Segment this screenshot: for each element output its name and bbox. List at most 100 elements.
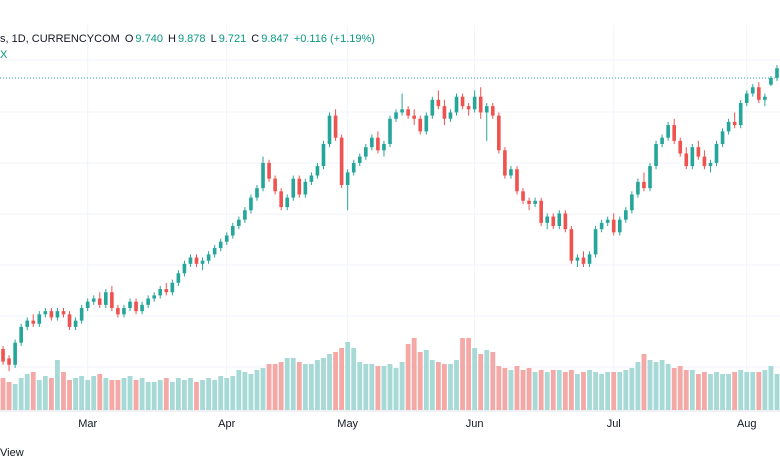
volume-bar (544, 372, 550, 410)
candle-body (539, 200, 543, 223)
candle (436, 90, 441, 110)
candle (575, 254, 580, 267)
volume-bar (188, 378, 193, 410)
volume-bar (689, 370, 695, 410)
volume-bar (48, 378, 54, 410)
volume-bar (659, 360, 665, 410)
volume-bar (12, 384, 18, 410)
candle (122, 304, 126, 318)
candle (110, 285, 114, 312)
volume-bar (417, 352, 423, 410)
volume-bar (327, 354, 332, 410)
candle-body (37, 314, 42, 324)
volume-bar (0, 378, 6, 410)
volume-bar (750, 372, 756, 410)
volume-bar (315, 360, 320, 410)
candle-body (333, 115, 338, 138)
candle-body (557, 213, 562, 226)
candle-body (13, 342, 17, 365)
candle-body (1, 349, 5, 362)
candle (237, 216, 241, 230)
candle (339, 134, 344, 189)
volume-bar (429, 360, 435, 410)
volume-bar (568, 370, 574, 410)
volume-bar (6, 382, 12, 410)
volume-bar (272, 364, 278, 410)
candle-body (527, 200, 531, 204)
candle (351, 159, 356, 176)
candle-body (714, 144, 719, 163)
candle-body (763, 96, 767, 100)
candle (630, 191, 634, 214)
legend-change: +0.116 (+1.19%) (293, 33, 375, 45)
candle-body (624, 210, 628, 220)
footer-view-label[interactable]: View (0, 447, 24, 459)
volume-bar (532, 372, 538, 410)
candle-body (31, 320, 36, 324)
candle (134, 298, 138, 315)
candle (364, 144, 368, 160)
candle-body (732, 121, 737, 126)
volume-bar (206, 378, 212, 410)
candle (533, 197, 537, 208)
candle-body (176, 273, 181, 283)
candle (255, 185, 259, 201)
volume-bar (357, 362, 363, 410)
volume-bar (369, 364, 375, 410)
candle (49, 308, 54, 321)
candle (648, 162, 652, 192)
candle-body (490, 106, 495, 116)
candle (684, 147, 689, 170)
volume-bar (647, 360, 653, 410)
candle-body (617, 219, 622, 233)
volume-bar (562, 372, 568, 410)
volume-bar (242, 372, 248, 410)
candle (569, 226, 574, 264)
candle (327, 112, 332, 148)
volume-bar (599, 374, 605, 410)
volume-bar (79, 376, 85, 410)
volume-bar (67, 380, 72, 410)
volume-bar (254, 370, 260, 410)
x-tick-label: Jun (466, 418, 484, 430)
candle (466, 103, 471, 116)
candle (448, 109, 453, 122)
candle-body (194, 257, 199, 264)
candle (194, 254, 199, 267)
candle (243, 207, 247, 223)
candle (279, 188, 283, 211)
candle-body (351, 162, 356, 173)
candle (654, 140, 658, 170)
candle-body (551, 216, 556, 226)
volume-bar (695, 374, 701, 410)
candle (430, 96, 435, 119)
volume-bar (61, 372, 66, 410)
candle (757, 82, 761, 103)
candle (97, 292, 102, 308)
candle (315, 162, 320, 179)
candle (460, 93, 465, 110)
volume-bar (460, 338, 465, 410)
candle (587, 251, 592, 267)
volume-bar (629, 368, 635, 410)
volume-bar (641, 354, 647, 410)
candle (503, 147, 507, 179)
candle (79, 304, 84, 324)
volume-bar (333, 352, 338, 410)
candle (636, 178, 640, 198)
candle-body (533, 200, 537, 204)
candle (412, 109, 416, 126)
candle-body (61, 311, 66, 315)
candle-body (7, 358, 11, 365)
volume-bars (0, 338, 780, 410)
volume-bar (163, 378, 169, 410)
candle (545, 213, 550, 230)
candle (1, 345, 5, 365)
volume-bar (321, 358, 326, 410)
candle (382, 140, 386, 157)
candle-body (85, 301, 90, 308)
volume-bar (526, 368, 532, 410)
candle-body (503, 150, 507, 176)
candle (400, 93, 404, 116)
